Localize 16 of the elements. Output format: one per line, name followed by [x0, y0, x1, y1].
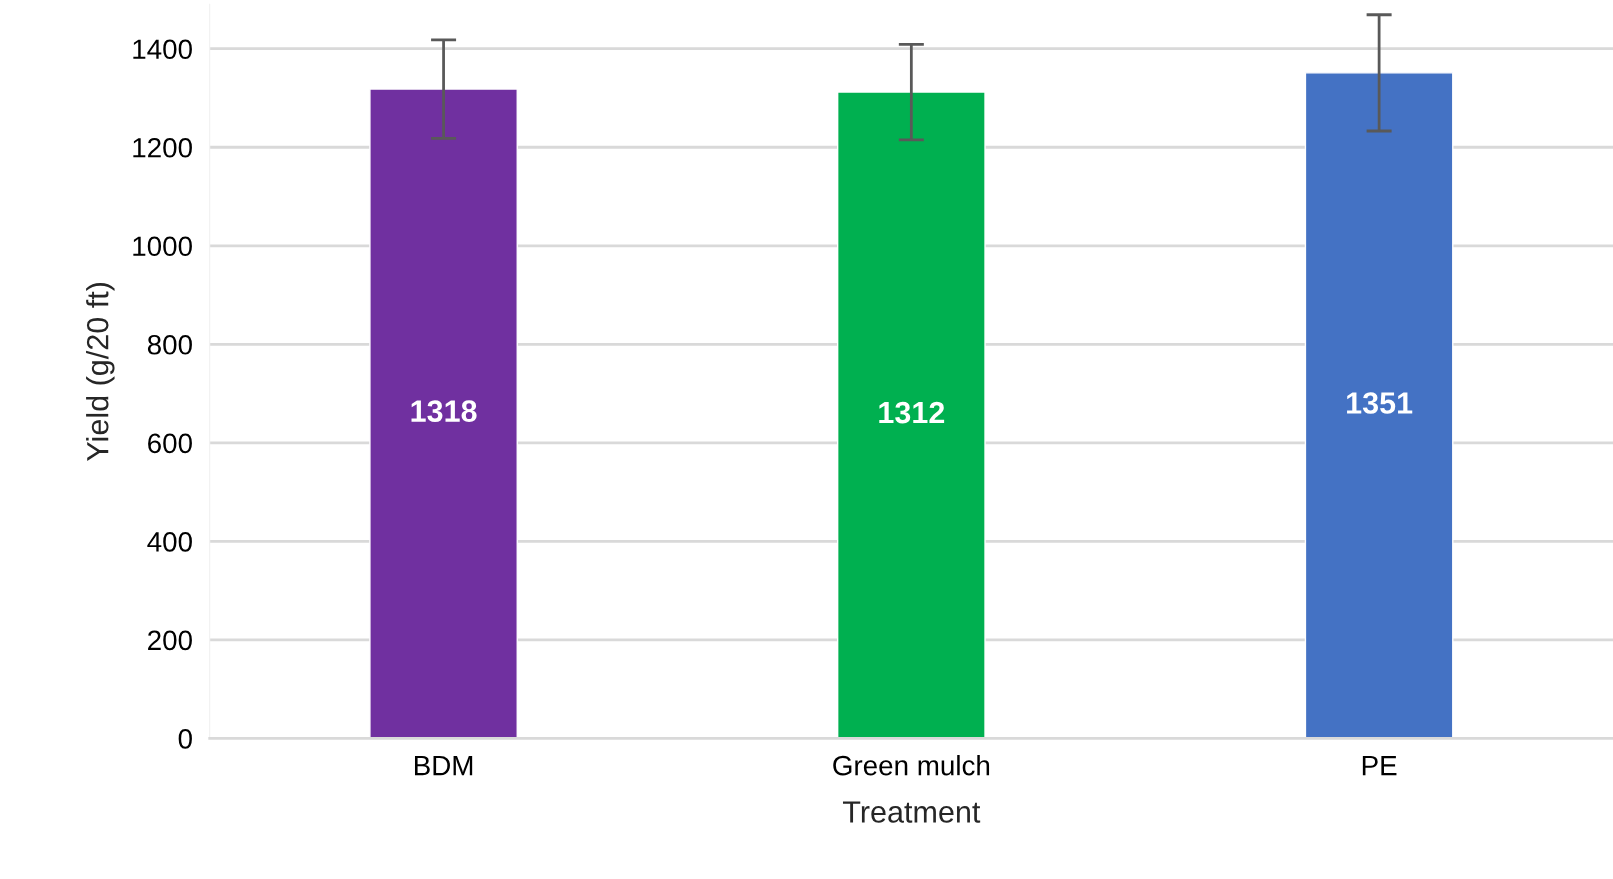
data-label: 1312: [879, 401, 945, 424]
y-tick-label: 0: [178, 729, 192, 749]
y-tick-label: 200: [148, 630, 192, 651]
y-tick-label: 400: [147, 531, 192, 552]
x-tick-label: Green mulch: [833, 755, 990, 776]
data-label: 1351: [1347, 392, 1413, 414]
y-tick-label: 600: [148, 433, 192, 454]
y-axis-title: Yield (g/20 ft): [86, 282, 115, 461]
x-tick-label: PE: [1362, 756, 1397, 776]
data-label: 1318: [411, 400, 477, 422]
y-tick-label: 1400: [133, 39, 192, 60]
y-tick-label: 1000: [133, 236, 192, 257]
x-axis-title: Treatment: [842, 801, 981, 823]
x-tick-label: BDM: [414, 756, 473, 776]
y-tick-label: 800: [147, 334, 192, 355]
y-tick-label: 1200: [133, 137, 192, 158]
